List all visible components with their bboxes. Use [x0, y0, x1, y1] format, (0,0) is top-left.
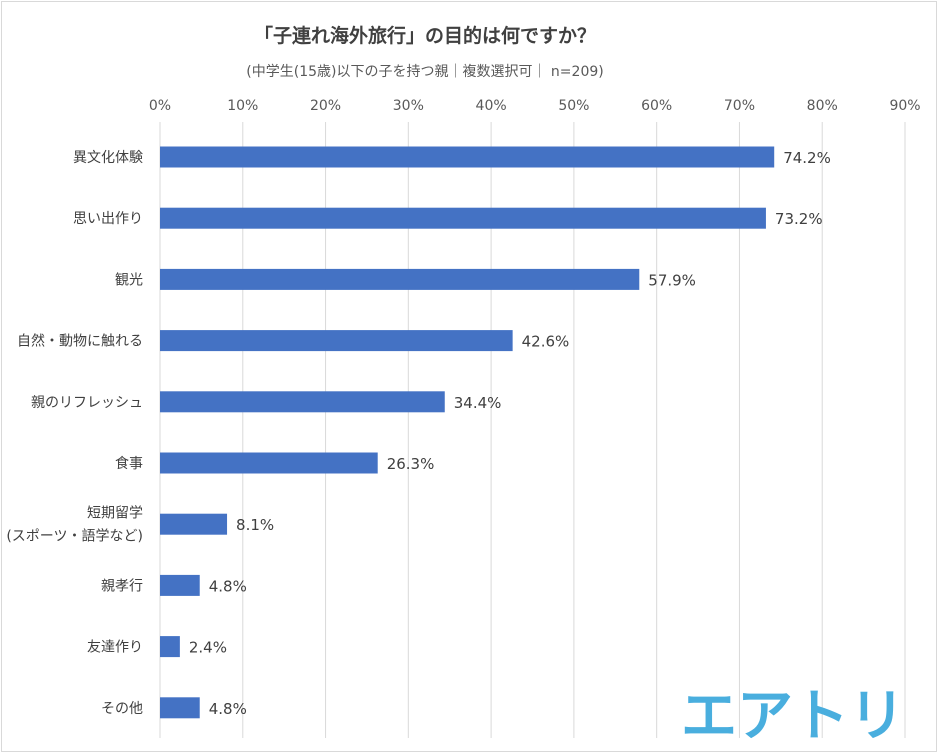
bar	[160, 146, 775, 168]
bar	[160, 574, 200, 596]
bar	[160, 330, 513, 352]
data-label: 73.2%	[775, 210, 823, 228]
category-label: 親孝行	[101, 578, 143, 594]
chart-title: 「子連れ海外旅行」の目的は何ですか？	[254, 24, 596, 47]
x-tick-label: 70%	[724, 98, 755, 114]
data-label: 8.1%	[236, 516, 274, 534]
bar	[160, 513, 228, 535]
category-label: 観光	[115, 271, 143, 288]
logo: エアトリ	[681, 684, 905, 749]
category-label: その他	[101, 701, 143, 717]
data-label: 57.9%	[648, 271, 696, 289]
x-tick-label: 0%	[149, 98, 171, 114]
x-tick-label: 90%	[889, 98, 920, 114]
category-label: 自然・動物に触れる	[17, 333, 143, 350]
bar	[160, 452, 378, 474]
data-label: 4.8%	[209, 577, 247, 595]
x-tick-label: 50%	[558, 98, 589, 114]
bars	[160, 146, 775, 719]
data-label: 34.4%	[454, 394, 502, 412]
category-label: 食事	[115, 455, 143, 472]
category-label: 短期留学	[87, 506, 143, 522]
x-tick-label: 60%	[641, 98, 672, 114]
data-label: 74.2%	[783, 149, 831, 167]
bar	[160, 207, 766, 229]
bar	[160, 636, 180, 658]
value-labels: 74.2% 73.2% 57.9% 42.6% 34.4% 26.3% 8.1% 4.8% 2.…	[189, 149, 831, 718]
data-label: 4.8%	[209, 700, 247, 718]
category-label: (スポーツ・語学など)	[6, 529, 143, 545]
data-label: 2.4%	[189, 639, 227, 657]
x-tick-label: 30%	[393, 98, 424, 114]
data-label: 42.6%	[522, 333, 570, 351]
data-label: 26.3%	[387, 455, 435, 473]
category-label: 親のリフレッシュ	[31, 395, 143, 411]
category-label: 異文化体験	[73, 150, 143, 166]
category-label: 友達作り	[87, 640, 143, 656]
bar	[160, 391, 445, 413]
x-tick-label: 80%	[807, 98, 838, 114]
chart-subtitle: (中学生(15歳)以下の子を持つ親｜複数選択可｜ n=209)	[246, 63, 603, 80]
bar	[160, 697, 200, 719]
x-tick-label: 20%	[310, 98, 341, 114]
x-tick-label: 10%	[227, 98, 258, 114]
x-tick-label: 40%	[476, 98, 507, 114]
category-label: 思い出作り	[73, 211, 143, 227]
x-axis-ticks: 0% 10% 20% 30% 40% 50% 60% 70% 80% 90%	[149, 98, 921, 114]
bar	[160, 268, 640, 290]
